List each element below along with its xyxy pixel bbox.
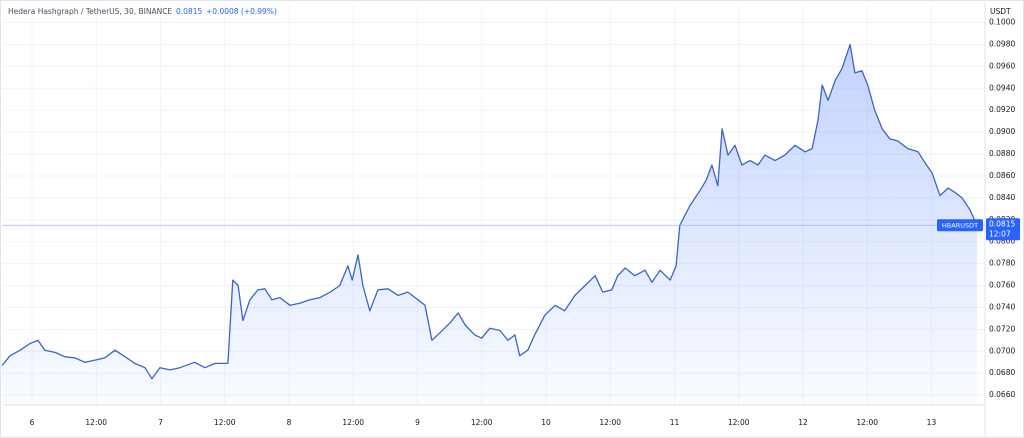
x-tick-label: 10 xyxy=(541,418,551,427)
y-tick-label: 0.0940 xyxy=(989,83,1015,92)
price-line xyxy=(1,43,978,380)
symbol-badge xyxy=(937,219,983,232)
plot xyxy=(1,43,985,405)
x-tick-label: 12:00 xyxy=(728,418,750,427)
x-tick-label: 12:00 xyxy=(85,418,107,427)
price-badge-time: 12:07 xyxy=(989,229,1011,238)
y-tick-label: 0.0900 xyxy=(989,127,1015,136)
x-tick-label: 7 xyxy=(158,418,163,427)
x-tick-label: 12:00 xyxy=(471,418,493,427)
x-tick-label: 12 xyxy=(798,418,808,427)
y-tick-label: 0.0800 xyxy=(989,237,1015,246)
y-tick-label: 0.0840 xyxy=(989,193,1015,202)
chart-title: Hedera Hashgraph / TetherUS, 30, BINANCE xyxy=(8,7,172,16)
x-tick-label: 13 xyxy=(927,418,937,427)
x-tick-label: 9 xyxy=(415,418,420,427)
price-badge xyxy=(986,218,1020,241)
y-tick-label: 0.0780 xyxy=(989,259,1015,268)
y-tick-label: 0.0920 xyxy=(989,105,1015,114)
x-tick-label: 12:00 xyxy=(214,418,236,427)
y-tick-label: 0.0680 xyxy=(989,368,1015,377)
x-tick-label: 8 xyxy=(287,418,292,427)
y-tick-label: 0.0980 xyxy=(989,39,1015,48)
x-tick-label: 12:00 xyxy=(856,418,878,427)
x-tick-label: 12:00 xyxy=(342,418,364,427)
axes: 0.0660 0.0680 0.0700 0.0720 0.0740 0.0760 0.07… xyxy=(30,18,1020,427)
price-badge-value: 0.0815 xyxy=(989,219,1015,228)
y-tick-label: 0.0660 xyxy=(989,390,1015,399)
y-tick-label: 0.0880 xyxy=(989,149,1015,158)
y-tick-label: 0.0860 xyxy=(989,171,1015,180)
x-tick-label: 12:00 xyxy=(599,418,621,427)
x-tick-label: 11 xyxy=(670,418,680,427)
y-tick-label: 0.0960 xyxy=(989,61,1015,70)
y-tick-label: 0.0720 xyxy=(989,324,1015,333)
symbol-label: HBARUSDT xyxy=(942,221,978,229)
area-fill xyxy=(2,44,977,405)
y-tick-label: 0.0740 xyxy=(989,302,1015,311)
x-tick-label: 6 xyxy=(30,418,35,427)
y-tick-label: 0.1000 xyxy=(989,18,1015,27)
axis-unit: USDT xyxy=(990,7,1011,16)
y-tick-label: 0.0760 xyxy=(989,281,1015,290)
y-tick-label: 0.0700 xyxy=(989,346,1015,355)
last-price: 0.0815 xyxy=(176,7,202,16)
price-change: +0.0008 (+0.99%) xyxy=(206,7,277,16)
